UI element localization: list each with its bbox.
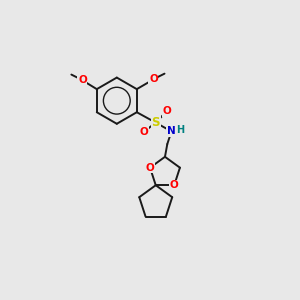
Text: O: O — [78, 75, 87, 85]
Text: O: O — [146, 163, 154, 173]
Text: N: N — [167, 126, 176, 136]
Text: O: O — [149, 74, 158, 84]
Text: O: O — [163, 106, 171, 116]
Text: H: H — [176, 125, 184, 135]
Text: O: O — [170, 180, 178, 190]
Text: O: O — [140, 127, 148, 137]
Text: S: S — [152, 116, 160, 129]
